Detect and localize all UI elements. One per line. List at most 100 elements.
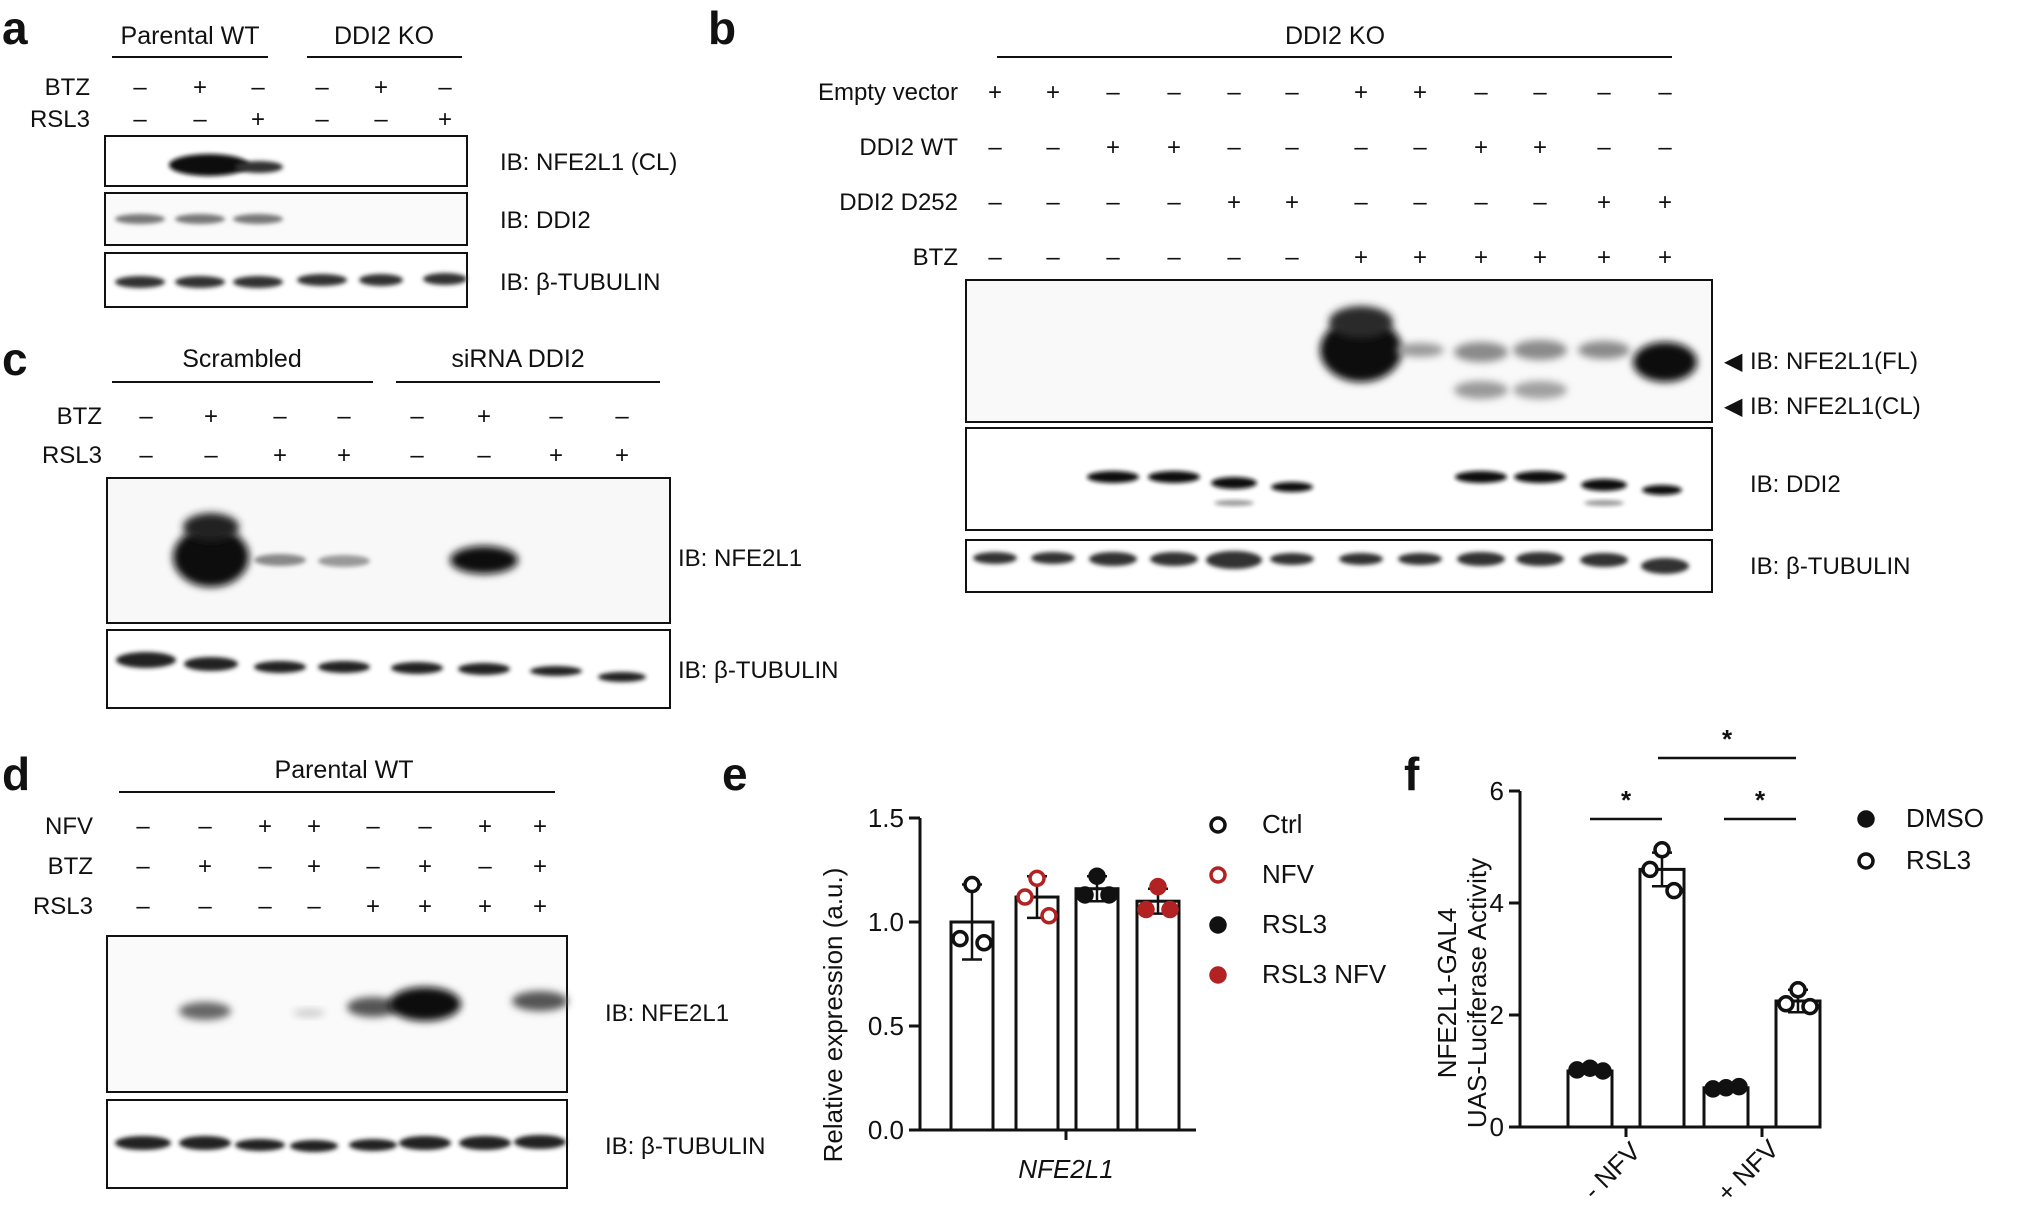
treatment-sign: –: [198, 813, 212, 840]
panel-d-tubulin-bands: [115, 1135, 566, 1152]
band: [512, 991, 568, 1011]
data-point: [1161, 900, 1179, 919]
y-tick-label: 1.0: [868, 907, 904, 937]
treatment-sign: –: [1046, 189, 1060, 216]
bar-rsl3: [1638, 867, 1686, 1129]
panel-b-blot-tubulin: [965, 539, 1713, 593]
treatment-sign: –: [1658, 134, 1672, 161]
treatment-sign: –: [1046, 134, 1060, 161]
treatment-sign: –: [1227, 134, 1241, 161]
band: [1513, 340, 1567, 360]
treatment-sign: +: [1354, 244, 1368, 271]
data-point: [1641, 860, 1659, 879]
data-point: [1016, 888, 1034, 906]
band: [183, 513, 239, 541]
panel-c-treatment-signs: – + – – – + – – – – + + – – + +: [139, 403, 629, 469]
panel-a-group-1: Parental WT: [121, 22, 260, 50]
y-tick-label: 6: [1490, 776, 1504, 806]
band: [1454, 381, 1508, 399]
panel-a-treatment-signs: – + – – + – – – + – – +: [133, 74, 452, 133]
treatment-sign: –: [1533, 189, 1547, 216]
panel-b-ddi2-lower-bands: [1214, 500, 1624, 506]
treatment-sign: +: [1658, 244, 1672, 271]
panel-f-chart: 0 2 4 6 - NFV + NFV * * * DMSO RSL3: [1490, 724, 1984, 1208]
panel-e-category: NFE2L1: [1018, 1154, 1113, 1184]
data-point: [1028, 869, 1046, 888]
panel-b-ib-cl: IB: NFE2L1(CL): [1750, 393, 1921, 420]
treatment-sign: –: [410, 442, 424, 469]
panel-a-blot-tubulin: [104, 252, 468, 308]
panel-a-group-2: DDI2 KO: [334, 22, 434, 50]
treatment-sign: +: [1597, 244, 1611, 271]
treatment-sign: –: [1413, 134, 1427, 161]
data-point: [1076, 886, 1094, 904]
significance-star: *: [1621, 785, 1632, 815]
legend-label: RSL3: [1906, 845, 1971, 875]
panel-c: c Scrambled siRNA DDI2 BTZ RSL3 – + – – – + – –…: [2, 333, 839, 709]
panel-c-group-2: siRNA DDI2: [451, 345, 584, 373]
treatment-sign: +: [1533, 134, 1547, 161]
data-point: [1149, 877, 1167, 896]
treatment-sign: –: [615, 403, 629, 430]
panel-d-ib-tubulin: IB: β-TUBULIN: [605, 1133, 766, 1160]
treatment-sign: –: [307, 893, 321, 920]
legend-label: NFV: [1262, 859, 1315, 889]
treatment-sign: –: [1227, 244, 1241, 271]
treatment-sign: +: [1227, 189, 1241, 216]
legend-marker: [1209, 866, 1227, 884]
legend-marker: [1857, 810, 1875, 828]
treatment-sign: –: [1597, 79, 1611, 106]
panel-a-tubulin-bands: [115, 273, 467, 288]
data-point: [1137, 900, 1155, 919]
panel-b-arrow-fl: ◀: [1724, 348, 1743, 375]
treatment-sign: –: [477, 442, 491, 469]
panel-d-letter: d: [2, 748, 30, 800]
treatment-sign: –: [1413, 189, 1427, 216]
treatment-sign: –: [1227, 79, 1241, 106]
treatment-sign: –: [1046, 244, 1060, 271]
treatment-sign: +: [1046, 79, 1060, 106]
legend-marker: [1209, 816, 1227, 834]
data-point: [1100, 886, 1118, 904]
panel-b-arrow-cl: ◀: [1724, 393, 1743, 420]
significance-star: *: [1755, 785, 1766, 815]
band: [389, 987, 461, 1021]
treatment-sign: +: [438, 106, 452, 133]
data-point: [1730, 1077, 1748, 1096]
panel-a-ib-ddi2: IB: DDI2: [500, 207, 591, 234]
treatment-sign: +: [366, 893, 380, 920]
band: [169, 154, 249, 176]
legend-label: RSL3: [1262, 909, 1327, 939]
treatment-sign: +: [374, 74, 388, 101]
legend-marker: [1209, 916, 1227, 934]
panel-c-row-label-btz: BTZ: [57, 403, 102, 430]
treatment-sign: –: [1285, 79, 1299, 106]
legend-marker: [1857, 852, 1875, 870]
treatment-sign: +: [1474, 244, 1488, 271]
panel-a-letter: a: [2, 2, 28, 54]
band: [1633, 342, 1697, 382]
treatment-sign: –: [1167, 189, 1181, 216]
panel-c-blot-tubulin: [106, 629, 671, 709]
treatment-sign: +: [418, 893, 432, 920]
treatment-sign: –: [136, 853, 150, 880]
treatment-sign: +: [533, 853, 547, 880]
panel-b: b DDI2 KO Empty vector DDI2 WT DDI2 D252…: [708, 2, 1921, 593]
band: [293, 1009, 325, 1017]
significance-star: *: [1722, 724, 1733, 754]
treatment-sign: –: [1597, 134, 1611, 161]
treatment-sign: +: [988, 79, 1002, 106]
treatment-sign: –: [366, 813, 380, 840]
data-point: [1088, 867, 1106, 885]
data-point: [975, 934, 993, 952]
panel-d-ib-nfe2l1: IB: NFE2L1: [605, 1000, 729, 1027]
band: [173, 527, 249, 587]
bar-nfv: [1014, 895, 1060, 1132]
panel-d: d Parental WT NFV BTZ RSL3 – – + + – – + +– + – + –…: [2, 748, 766, 1189]
treatment-sign: –: [1106, 79, 1120, 106]
treatment-sign: +: [478, 813, 492, 840]
treatment-sign: +: [478, 893, 492, 920]
treatment-sign: –: [374, 106, 388, 133]
band: [1329, 306, 1393, 338]
